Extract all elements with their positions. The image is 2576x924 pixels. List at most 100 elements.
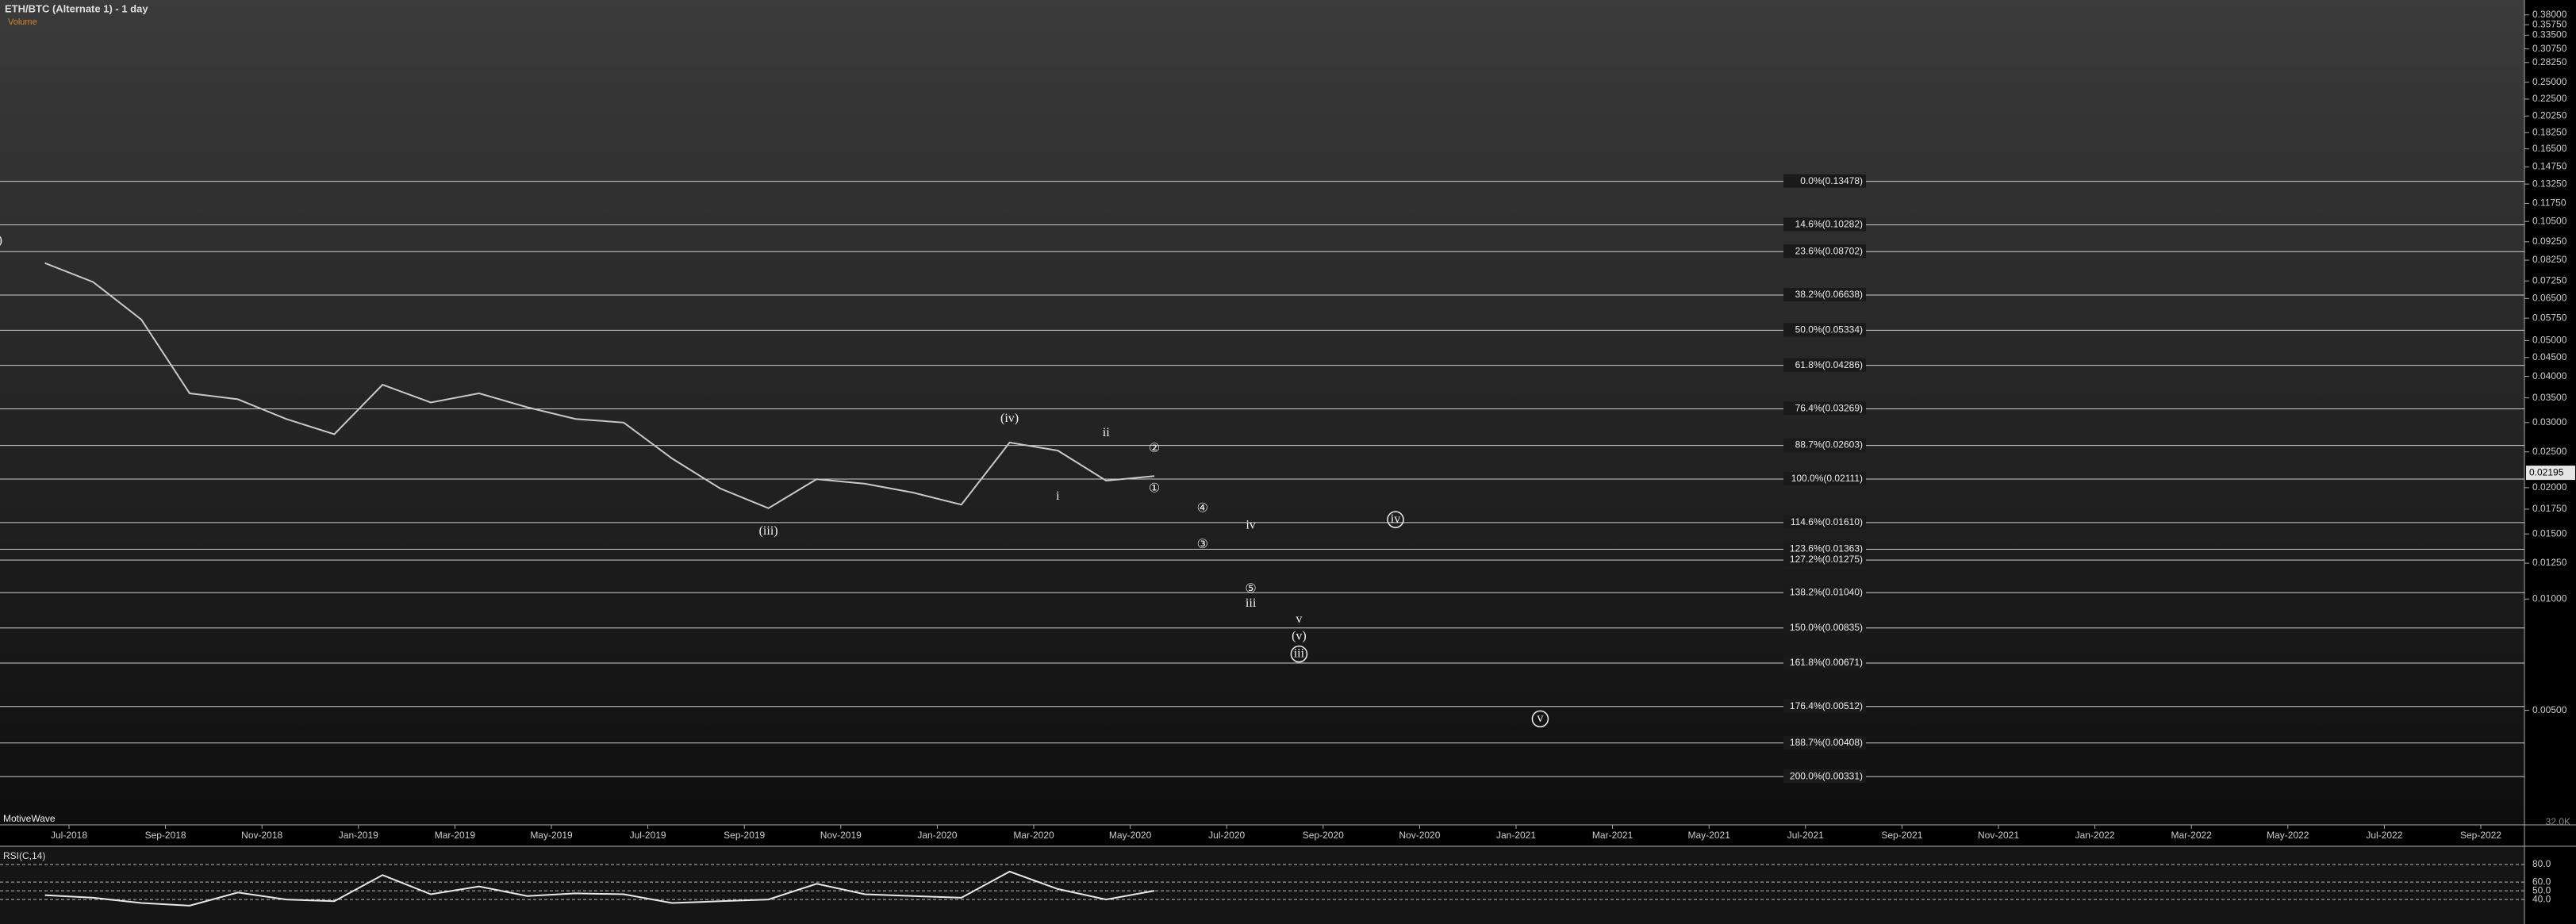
last-price-tag (2526, 466, 2575, 481)
x-tick-label: May-2022 (2267, 830, 2309, 841)
y-tick-label: 0.00500 (2532, 704, 2567, 715)
x-tick-label: Mar-2019 (435, 830, 476, 841)
y-tick-label: 0.02500 (2532, 446, 2567, 457)
fib-label: 200.0%(0.00331) (1790, 770, 1863, 781)
y-tick-label: 0.01500 (2532, 527, 2567, 539)
fib-label: 14.6%(0.10282) (1795, 219, 1863, 230)
wave-label: v (1296, 612, 1302, 626)
y-tick-label: 0.06500 (2532, 292, 2567, 303)
wave-label: ii) (0, 233, 2, 247)
rsi-tick-label: 60.0 (2532, 876, 2551, 887)
y-tick-label: 0.04500 (2532, 351, 2567, 362)
plot-background (0, 0, 2524, 825)
fib-label: 188.7%(0.00408) (1790, 737, 1863, 748)
y-tick-label: 0.20250 (2532, 109, 2567, 121)
wave-circle (1387, 511, 1404, 528)
x-tick-label: Sep-2018 (145, 830, 186, 841)
wave-label: ③ (1197, 538, 1208, 551)
fib-label: 150.0%(0.00835) (1790, 622, 1863, 633)
y-tick-label: 0.35750 (2532, 18, 2567, 29)
y-tick-label: 0.33500 (2532, 29, 2567, 40)
fib-label-box (1783, 401, 1866, 416)
fib-label-box (1783, 323, 1866, 337)
x-tick-label: Sep-2021 (1881, 830, 1922, 841)
fib-label-box (1783, 471, 1866, 485)
y-tick-label: 0.02000 (2532, 481, 2567, 493)
wave-label: ii (1103, 426, 1110, 439)
x-tick-label: Jan-2020 (917, 830, 957, 841)
y-tick-label: 0.05750 (2532, 312, 2567, 323)
wave-circle (1531, 710, 1549, 728)
y-tick-label: 0.03500 (2532, 392, 2567, 403)
rsi-tick-label: 50.0 (2532, 884, 2551, 895)
wave-label: iii (1294, 646, 1305, 660)
volume-label: 32.0K (2546, 816, 2570, 827)
x-tick-label: May-2020 (1109, 830, 1152, 841)
fib-label: 127.2%(0.01275) (1790, 554, 1863, 565)
fib-label-box (1783, 769, 1866, 784)
x-tick-label: May-2019 (530, 830, 573, 841)
fib-label-box (1783, 358, 1866, 372)
rsi-background (0, 847, 2524, 924)
x-tick-label: Jan-2022 (2075, 830, 2115, 841)
fib-label: 138.2%(0.01040) (1790, 586, 1863, 597)
wave-label: iii (1246, 596, 1257, 610)
wave-label: ① (1149, 482, 1160, 496)
y-tick-label: 0.04000 (2532, 370, 2567, 381)
x-tick-label: Jan-2019 (339, 830, 378, 841)
wave-label: ② (1149, 442, 1160, 455)
price-line (44, 870, 1155, 907)
y-tick-label: 0.05000 (2532, 335, 2567, 346)
x-tick-label: Sep-2020 (1303, 830, 1344, 841)
fib-label: 161.8%(0.00671) (1790, 657, 1863, 668)
x-tick-label: Nov-2018 (241, 830, 282, 841)
y-tick-label: 0.38000 (2532, 9, 2567, 20)
x-tick-label: Mar-2022 (2171, 830, 2213, 841)
y-tick-label: 0.07250 (2532, 274, 2567, 286)
y-tick-label: 0.22500 (2532, 93, 2567, 104)
fib-label-box (1783, 542, 1866, 556)
x-tick-label: Jul-2018 (51, 830, 87, 841)
fib-label-box (1783, 288, 1866, 302)
wave-label: iv (1391, 512, 1400, 526)
fib-label: 88.7%(0.02603) (1795, 439, 1863, 450)
wave-label: (v) (1292, 630, 1307, 643)
y-tick-label: 0.08250 (2532, 254, 2567, 265)
y-tick-label: 0.30750 (2532, 43, 2567, 54)
x-tick-label: Sep-2022 (2460, 830, 2501, 841)
wave-label: iv (1246, 518, 1255, 531)
y-tick-label: 0.01250 (2532, 557, 2567, 568)
watermark: MotiveWave (3, 813, 56, 824)
fib-label: 114.6%(0.01610) (1791, 516, 1863, 527)
price-axis (2524, 0, 2576, 924)
price-line (44, 262, 1155, 509)
chart-title: ETH/BTC (Alternate 1) - 1 day (5, 2, 148, 14)
rsi-tick-label: 80.0 (2532, 858, 2551, 869)
wave-label: ⑤ (1245, 582, 1256, 596)
y-tick-label: 0.01750 (2532, 503, 2567, 514)
fib-label: 76.4%(0.03269) (1795, 403, 1863, 414)
fib-label: 23.6%(0.08702) (1795, 245, 1863, 256)
wave-label: v (1537, 711, 1543, 725)
fib-label: 100.0%(0.02111) (1791, 473, 1863, 484)
x-tick-label: Nov-2019 (820, 830, 862, 841)
x-tick-label: May-2021 (1688, 830, 1731, 841)
y-tick-label: 0.16500 (2532, 143, 2567, 154)
fib-label-box (1783, 438, 1866, 452)
x-tick-label: Jul-2022 (2366, 830, 2402, 841)
wave-label: (iv) (1000, 412, 1019, 425)
y-tick-label: 0.01000 (2532, 592, 2567, 604)
wave-label: (iii) (759, 524, 778, 538)
subtitle: Volume (8, 17, 37, 27)
x-tick-label: Mar-2020 (1013, 830, 1054, 841)
y-tick-label: 0.10500 (2532, 215, 2567, 226)
x-axis-strip (0, 825, 2524, 845)
y-tick-label: 0.13250 (2532, 178, 2567, 189)
fib-label: 50.0%(0.05334) (1795, 324, 1863, 335)
y-tick-label: 0.18250 (2532, 126, 2567, 137)
x-tick-label: Jul-2020 (1208, 830, 1245, 841)
x-tick-label: Sep-2019 (724, 830, 765, 841)
y-tick-label: 0.09250 (2532, 236, 2567, 247)
y-tick-label: 0.14750 (2532, 161, 2567, 172)
